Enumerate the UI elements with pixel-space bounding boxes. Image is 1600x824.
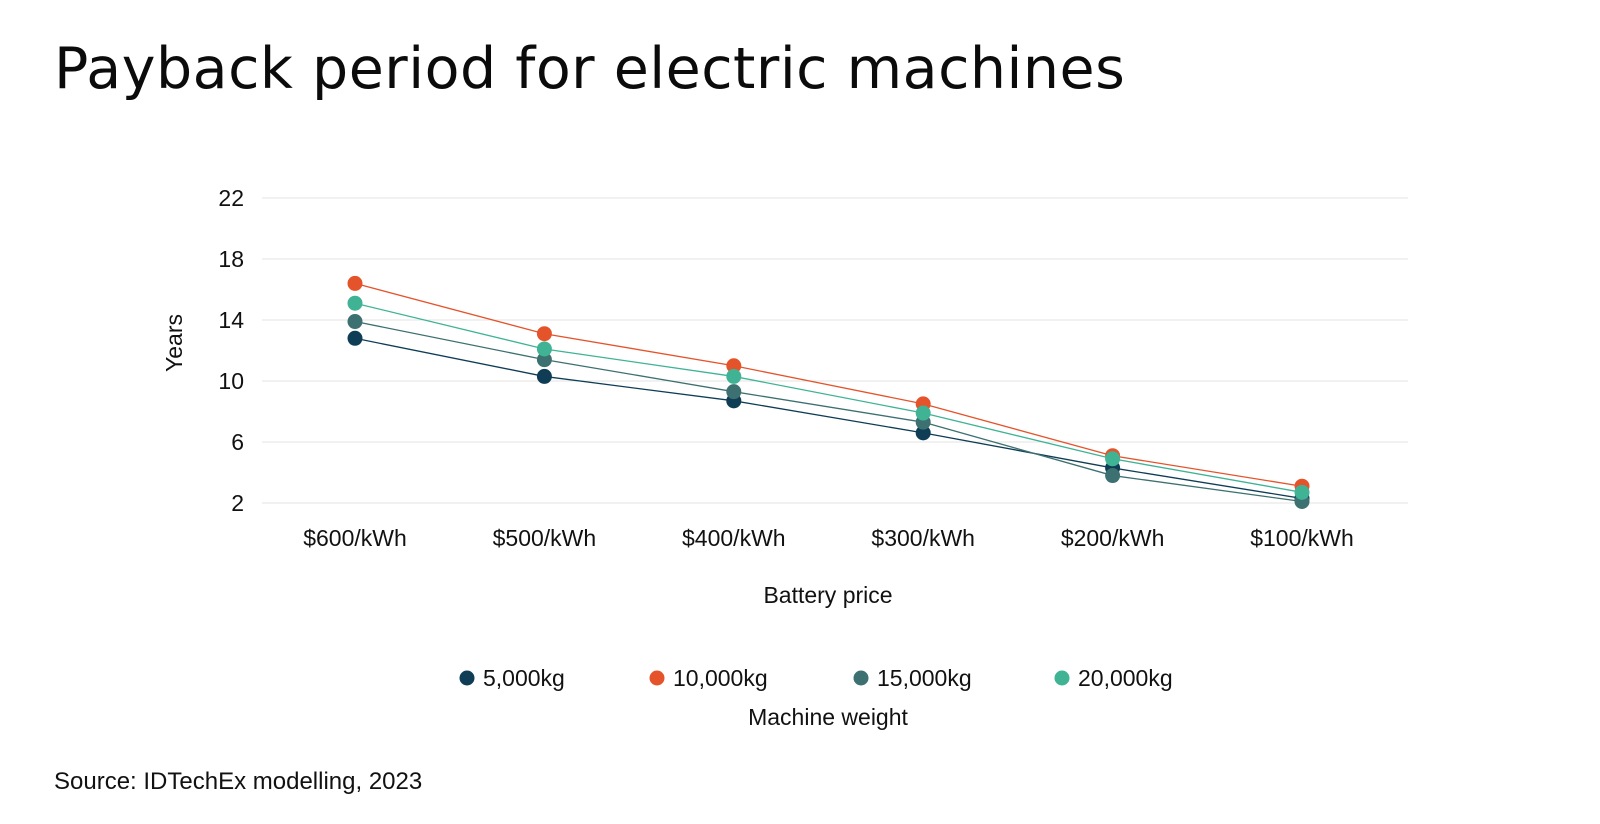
y-axis-label: Years — [161, 314, 187, 372]
chart-title: Payback period for electric machines — [54, 36, 1126, 102]
legend-marker — [1054, 670, 1070, 686]
y-tick-label: 18 — [218, 246, 244, 272]
y-tick-label: 6 — [231, 429, 244, 455]
legend-item: 5,000kg — [459, 665, 565, 691]
y-tick-label: 14 — [218, 307, 244, 333]
x-tick-label: $500/kWh — [493, 525, 597, 551]
legend-label: 5,000kg — [483, 665, 565, 691]
gridlines — [262, 197, 1408, 504]
legend-label: 15,000kg — [877, 665, 972, 691]
x-axis-label: Battery price — [763, 582, 892, 608]
data-point — [536, 368, 552, 384]
data-point — [1105, 468, 1121, 484]
series-line-2 — [354, 320, 1303, 503]
y-tick-label: 2 — [231, 490, 244, 516]
y-tick-labels: 2 6 10 14 18 22 — [218, 185, 244, 516]
series-line-1 — [354, 282, 1303, 487]
data-point — [536, 352, 552, 368]
data-point — [536, 341, 552, 357]
legend: 5,000kg 10,000kg 15,000kg 20,000kg — [459, 665, 1173, 691]
data-point — [726, 358, 742, 374]
legend-item: 15,000kg — [853, 665, 972, 691]
y-tick-label: 10 — [218, 368, 244, 394]
data-point — [347, 330, 363, 346]
legend-label: 20,000kg — [1078, 665, 1173, 691]
x-tick-label: $600/kWh — [303, 525, 407, 551]
x-tick-labels: $600/kWh $500/kWh $400/kWh $300/kWh $200/kWh… — [303, 525, 1354, 551]
legend-item: 10,000kg — [649, 665, 768, 691]
data-point — [347, 275, 363, 291]
legend-item: 20,000kg — [1054, 665, 1173, 691]
x-tick-label: $300/kWh — [871, 525, 975, 551]
series-line-3 — [354, 302, 1303, 493]
line-chart: 2 6 10 14 18 22 $600/kWh $500/kWh $400/kWh $300/… — [161, 185, 1408, 730]
x-tick-label: $400/kWh — [682, 525, 786, 551]
source-note: Source: IDTechEx modelling, 2023 — [54, 768, 423, 795]
series-points — [347, 275, 1310, 509]
data-point — [536, 326, 552, 342]
x-tick-label: $200/kWh — [1061, 525, 1165, 551]
data-point — [347, 314, 363, 330]
x-tick-label: $100/kWh — [1250, 525, 1354, 551]
data-point — [726, 384, 742, 400]
legend-title: Machine weight — [748, 704, 908, 730]
series-line-0 — [354, 337, 1303, 500]
data-point — [915, 405, 931, 421]
data-point — [726, 368, 742, 384]
legend-label: 10,000kg — [673, 665, 768, 691]
legend-marker — [459, 670, 475, 686]
legend-marker — [649, 670, 665, 686]
data-point — [915, 425, 931, 441]
data-point — [1105, 451, 1121, 467]
legend-marker — [853, 670, 869, 686]
series-lines — [354, 282, 1303, 503]
data-point — [1294, 484, 1310, 500]
y-tick-label: 22 — [218, 185, 244, 211]
data-point — [347, 295, 363, 311]
